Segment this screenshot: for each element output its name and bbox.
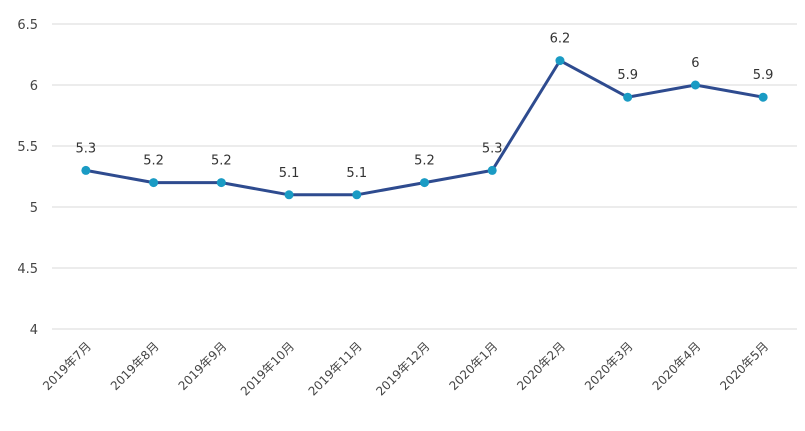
series-line bbox=[85, 59, 764, 197]
data-point bbox=[690, 80, 700, 90]
x-tick-label: 2020年3月 bbox=[582, 339, 636, 393]
x-tick-label: 2020年4月 bbox=[650, 339, 704, 393]
data-label: 5.2 bbox=[414, 154, 435, 169]
data-label: 5.1 bbox=[346, 166, 367, 181]
y-tick-label: 5 bbox=[30, 201, 38, 216]
series-group bbox=[81, 56, 768, 200]
grid-lines bbox=[52, 23, 797, 330]
data-label: 5.9 bbox=[617, 68, 638, 83]
y-tick-label: 5.5 bbox=[17, 140, 38, 155]
data-point bbox=[623, 92, 633, 102]
y-tick-label: 4.5 bbox=[17, 262, 38, 277]
x-tick-label: 2019年10月 bbox=[238, 339, 297, 398]
x-tick-label: 2019年8月 bbox=[108, 339, 162, 393]
data-label: 6.2 bbox=[550, 32, 571, 47]
data-label: 5.2 bbox=[143, 154, 164, 169]
data-point bbox=[487, 165, 497, 175]
data-label: 5.3 bbox=[76, 141, 97, 156]
x-tick-label: 2020年2月 bbox=[514, 339, 568, 393]
data-point bbox=[420, 178, 429, 188]
x-tick-label: 2019年11月 bbox=[306, 339, 365, 398]
data-point bbox=[284, 190, 294, 200]
data-point bbox=[352, 190, 362, 200]
data-label: 5.9 bbox=[753, 68, 774, 83]
data-point bbox=[149, 178, 159, 188]
data-point bbox=[81, 165, 91, 175]
x-tick-label: 2019年9月 bbox=[176, 339, 230, 393]
data-label: 5.1 bbox=[279, 166, 300, 181]
data-labels: 5.3 5.2 5.2 5.1 5.1 5.2 5.3 6.2 5.9 6 5.9 bbox=[76, 32, 774, 181]
x-axis-ticks: 2019年7月 2019年8月 2019年9月 2019年10月 2019年11月 201… bbox=[40, 339, 771, 398]
data-point bbox=[216, 178, 226, 188]
data-label: 5.3 bbox=[482, 141, 503, 156]
y-tick-label: 6.5 bbox=[17, 18, 38, 33]
data-point bbox=[555, 56, 565, 66]
data-label: 6 bbox=[691, 56, 699, 71]
data-label: 5.2 bbox=[211, 154, 232, 169]
x-tick-label: 2020年5月 bbox=[717, 339, 771, 393]
y-axis-ticks: 4 4.5 5 5.5 6 6.5 bbox=[17, 18, 38, 338]
data-point bbox=[758, 92, 768, 102]
x-tick-label: 2020年1月 bbox=[446, 339, 500, 393]
x-tick-label: 2019年12月 bbox=[373, 339, 432, 398]
y-tick-label: 4 bbox=[30, 323, 38, 338]
y-tick-label: 6 bbox=[30, 79, 38, 94]
x-tick-label: 2019年7月 bbox=[40, 339, 94, 393]
